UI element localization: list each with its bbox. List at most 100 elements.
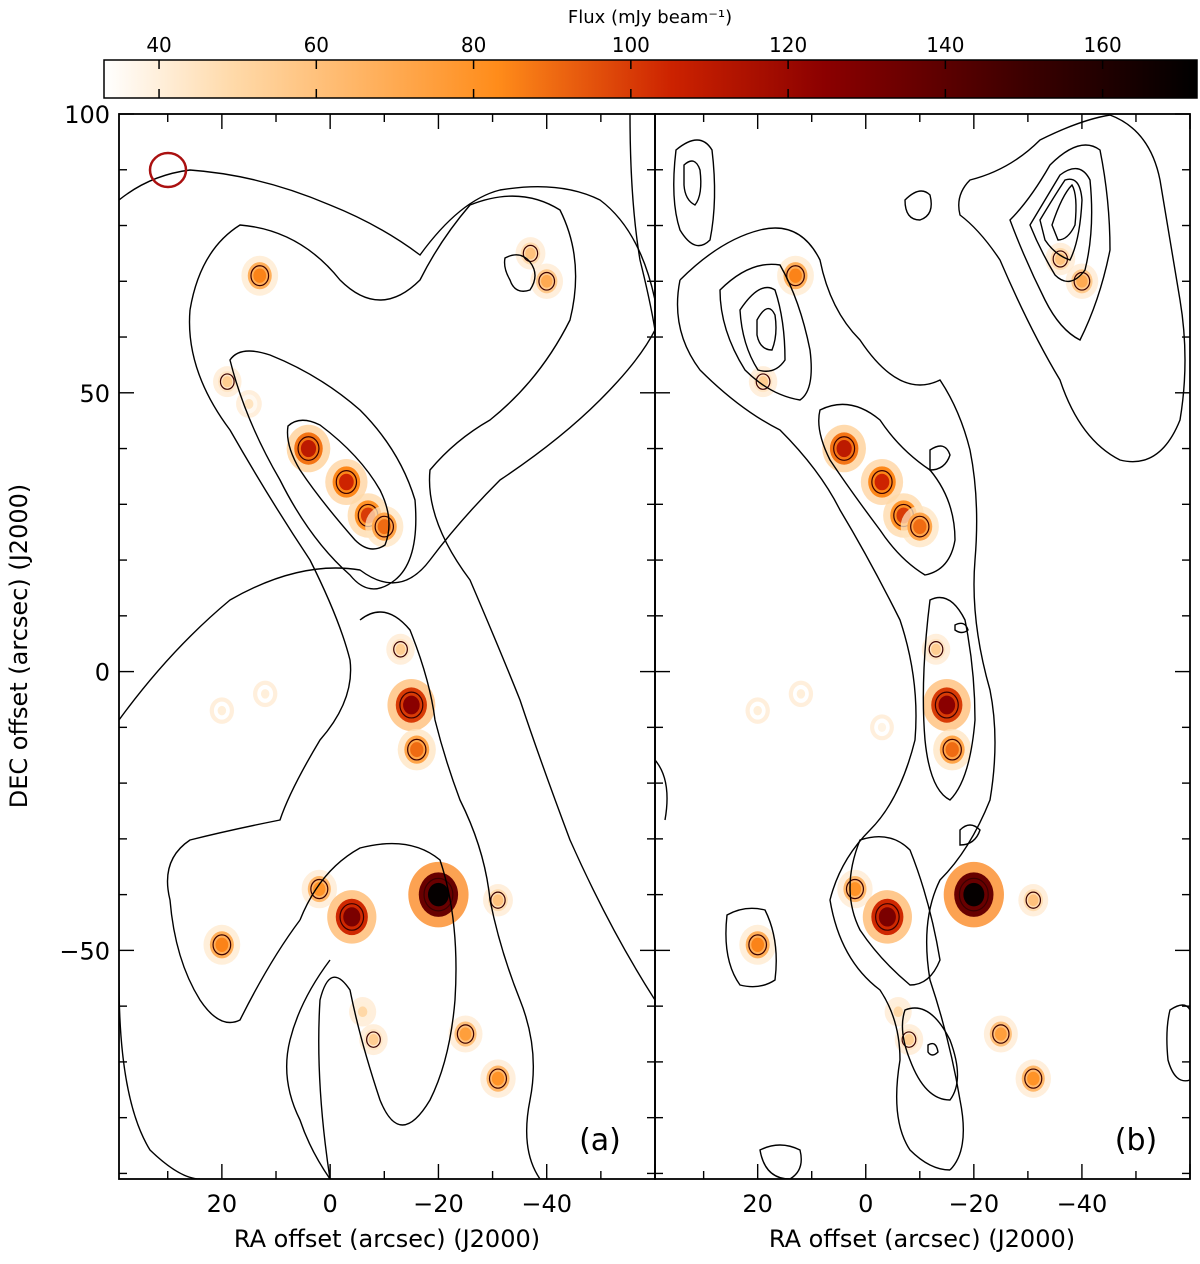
emission-peak [893,1006,903,1018]
emission-peak [753,705,762,716]
emission-peak [541,274,553,288]
emission-peak [938,695,956,715]
source-contour [928,640,944,658]
source-contour [490,891,506,909]
emission-peak [403,695,420,715]
emission-peak [357,1006,368,1018]
source-contour [310,878,329,900]
emission-peak [877,722,887,733]
colorbar: Flux (mJy beam⁻¹) 40 60 80 100 120 140 160 [103,7,1198,99]
emission-peak [945,742,959,758]
panel-a-xlabel: RA offset (arcsec) (J2000) [234,1225,540,1253]
source-contour [748,934,768,956]
x-tick-label: −40 [521,1190,572,1218]
emission-peak [848,882,862,896]
emission-peak [994,1027,1007,1041]
emission-peak [427,882,449,907]
panel-b-frame [654,113,1191,1180]
colorbar-ticks: 40 60 80 100 120 140 160 [146,33,1122,98]
emission-peak [904,1034,914,1046]
y-tick-label: 0 [95,659,110,687]
source-contour [407,738,427,761]
source-contour [958,877,989,912]
emission-peak [878,907,896,927]
panel-b-emission [739,242,1099,1098]
source-contour [488,1068,508,1089]
x-tick-label: 0 [323,1190,338,1218]
emission-peak [963,882,985,907]
source-contour [934,691,959,719]
x-tick-label: 20 [742,1190,773,1218]
x-tick-label: −20 [949,1190,1000,1218]
emission-peak [300,440,317,458]
colorbar-tick-label: 80 [461,33,486,57]
y-tick-label: 100 [64,101,110,129]
x-tick-label: 20 [207,1190,238,1218]
panel-b-label: (b) [1115,1123,1157,1158]
source-contour [910,515,930,538]
emission-peak [410,742,424,758]
source-contour [875,903,900,931]
colorbar-gradient [103,59,1198,99]
panel-b-xlabel: RA offset (arcsec) (J2000) [769,1225,1075,1253]
emission-peak [222,376,233,388]
emission-peak [395,643,406,655]
panel-b-contours [655,114,1190,1179]
panel-b-ticks: 20 0 −20 −40 [655,113,1191,1218]
emission-peak [343,907,361,927]
emission-peak [260,689,270,699]
emission-peak [1027,1071,1040,1086]
panel-a-ylabel: DEC offset (arcsec) (J2000) [5,484,33,809]
emission-peak [377,519,391,535]
colorbar-tick-label: 160 [1084,33,1122,57]
x-tick-label: −40 [1057,1190,1108,1218]
colorbar-tick-label: 40 [146,33,171,57]
emission-peak [1055,253,1066,265]
emission-peak [789,268,802,283]
emission-peak [796,689,806,699]
x-tick-label: −20 [413,1190,464,1218]
beam-ellipse [148,151,188,189]
colorbar-tick-label: 60 [304,33,329,57]
panel-a-emission [203,237,564,1098]
panel-a-ticks: 20 0 −20 −40 100 50 0 −50 [59,101,656,1218]
panel-b-plot-area [655,114,1190,1179]
emission-peak [758,376,769,388]
emission-peak [1028,894,1039,907]
emission-peak [913,519,927,535]
source-contour [992,1024,1010,1044]
emission-peak [244,398,254,409]
panel-a-label: (a) [579,1123,621,1158]
emission-peak [1076,274,1088,288]
source-contour [339,903,365,931]
colorbar-tick-label: 140 [926,33,964,57]
source-contour [399,691,424,719]
emission-peak [491,1071,505,1086]
panel-b: (b) 20 0 −20 −40 RA offset (arcsec) (J2000) [654,113,1191,1253]
source-contour [423,877,454,912]
source-contour [366,1031,381,1048]
source-contour [374,515,395,538]
source-contour [845,878,865,900]
emission-peak [339,473,354,491]
source-contour [901,1031,917,1048]
source-contour [393,640,408,658]
emission-peak [874,473,890,491]
x-tick-label: 0 [858,1190,873,1218]
colorbar-tick-label: 120 [769,33,807,57]
panel-a: (a) 20 0 −20 −40 100 50 0 −50 RA offset (arcsec… [5,101,656,1253]
emission-peak [253,268,267,283]
emission-peak [492,894,504,907]
emission-peak [215,937,229,953]
panel-a-contours [119,114,655,1179]
emission-peak [459,1027,472,1041]
source-contour [942,738,962,761]
source-contour [871,470,893,495]
emission-peak [751,937,765,953]
source-contour [522,244,539,263]
emission-peak [836,440,852,458]
colorbar-label: Flux (mJy beam⁻¹) [568,7,732,28]
source-contour [538,271,556,291]
source-contour [250,265,270,287]
